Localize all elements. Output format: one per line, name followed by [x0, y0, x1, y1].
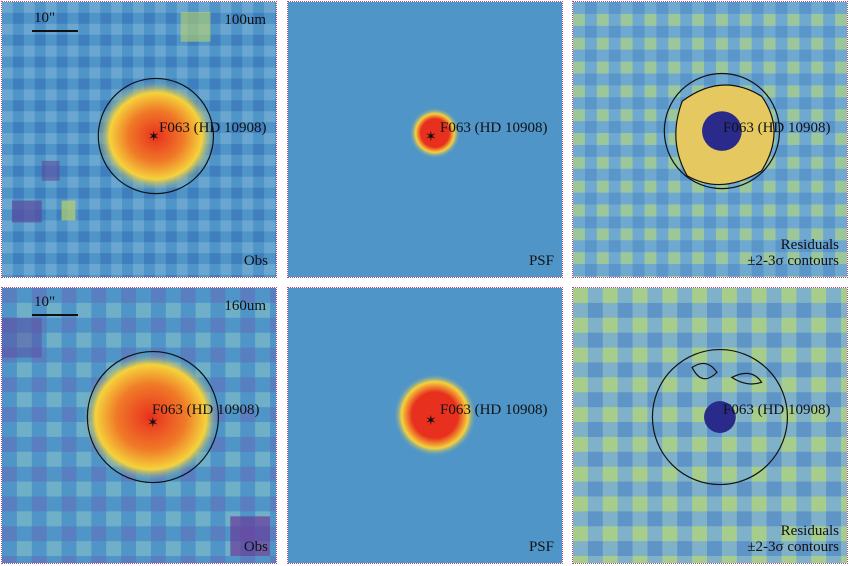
panel-label-residuals: Residuals ±2-3σ contours: [747, 237, 839, 269]
target-label: F063 (HD 10908): [723, 120, 831, 136]
scale-bar-label: 10": [34, 10, 56, 26]
panel-label-psf: PSF: [528, 253, 554, 269]
wavelength-label: 160um: [224, 298, 266, 314]
target-label: F063 (HD 10908): [152, 402, 260, 418]
target-label: F063 (HD 10908): [723, 402, 831, 418]
svg-text:✶: ✶: [148, 130, 160, 145]
scale-bar: [32, 30, 78, 32]
wavelength-label: 100um: [224, 12, 266, 28]
panel-label-psf: PSF: [528, 539, 554, 555]
psf-100um-image: ✶: [288, 2, 562, 277]
residuals-100um-panel: F063 (HD 10908) Residuals ±2-3σ contours: [572, 1, 848, 278]
panel-label-obs: Obs: [243, 539, 268, 555]
residuals-label: Residuals: [780, 523, 839, 539]
contours-label: ±2-3σ contours: [747, 253, 839, 269]
panel-label-residuals: Residuals ±2-3σ contours: [747, 523, 839, 555]
svg-text:✶: ✶: [425, 414, 437, 429]
target-label: F063 (HD 10908): [440, 402, 548, 418]
svg-text:✶: ✶: [147, 416, 159, 431]
psf-160um-panel: ✶ F063 (HD 10908) PSF: [287, 287, 563, 564]
target-label: F063 (HD 10908): [159, 120, 267, 136]
obs-100um-panel: ✶ 10" 100um F063 (HD 10908) Obs: [1, 1, 277, 278]
psf-100um-panel: ✶ F063 (HD 10908) PSF: [287, 1, 563, 278]
svg-text:✶: ✶: [425, 130, 437, 145]
residuals-100um-image: [573, 2, 847, 277]
residuals-label: Residuals: [780, 237, 839, 253]
scale-bar: [32, 314, 78, 316]
contours-label: ±2-3σ contours: [747, 539, 839, 555]
obs-160um-image: ✶: [2, 288, 276, 563]
obs-160um-panel: ✶ 10" 160um F063 (HD 10908) Obs: [1, 287, 277, 564]
panel-label-obs: Obs: [243, 253, 268, 269]
residuals-160um-panel: F063 (HD 10908) Residuals ±2-3σ contours: [572, 287, 848, 564]
scale-bar-label: 10": [34, 294, 56, 310]
psf-160um-image: ✶: [288, 288, 562, 563]
obs-100um-image: ✶: [2, 2, 276, 277]
residuals-160um-image: [573, 288, 847, 563]
target-label: F063 (HD 10908): [440, 120, 548, 136]
